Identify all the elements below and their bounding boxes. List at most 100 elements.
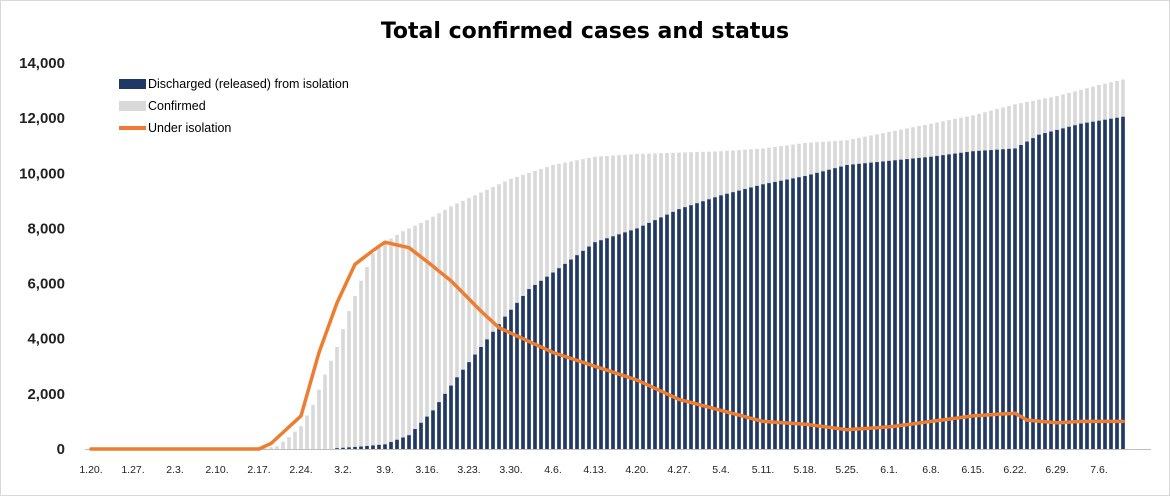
confirmed-bar bbox=[491, 187, 495, 450]
discharged-bar bbox=[575, 255, 579, 449]
confirmed-bar bbox=[341, 329, 345, 449]
discharged-bar bbox=[1109, 118, 1113, 449]
discharged-bar bbox=[653, 220, 657, 449]
legend-swatch-confirmed bbox=[119, 101, 146, 111]
legend-label-confirmed: Confirmed bbox=[148, 99, 206, 113]
x-tick-label: 3.9. bbox=[376, 464, 394, 476]
discharged-bar bbox=[365, 445, 369, 449]
x-tick-label: 6.8. bbox=[922, 464, 940, 476]
discharged-bar bbox=[821, 171, 825, 449]
discharged-bar bbox=[731, 192, 735, 449]
discharged-bar bbox=[707, 199, 711, 449]
discharged-bar bbox=[695, 203, 699, 449]
discharged-bar bbox=[455, 377, 459, 449]
confirmed-bar bbox=[419, 222, 423, 449]
discharged-bar bbox=[1055, 129, 1059, 450]
discharged-bar bbox=[719, 195, 723, 449]
discharged-bar bbox=[1025, 141, 1029, 450]
discharged-bar bbox=[431, 410, 435, 449]
discharged-bar bbox=[425, 416, 429, 449]
x-tick-label: 5.4. bbox=[712, 464, 730, 476]
confirmed-bar bbox=[317, 389, 321, 449]
x-tick-label: 3.30. bbox=[499, 464, 522, 476]
discharged-bar bbox=[845, 165, 849, 449]
discharged-bar bbox=[851, 164, 855, 449]
confirmed-bar bbox=[407, 228, 411, 449]
discharged-bar bbox=[923, 157, 927, 449]
confirmed-bar bbox=[383, 242, 387, 449]
discharged-bar bbox=[779, 180, 783, 449]
discharged-bar bbox=[1091, 121, 1095, 450]
y-tick-label: 14,000 bbox=[19, 55, 65, 72]
discharged-bar bbox=[767, 183, 771, 449]
x-tick-label: 6.15. bbox=[961, 464, 984, 476]
x-tick-label: 3.23. bbox=[457, 464, 480, 476]
y-tick-label: 10,000 bbox=[19, 165, 65, 182]
confirmed-bar bbox=[497, 184, 501, 450]
discharged-bar bbox=[341, 447, 345, 449]
discharged-bar bbox=[659, 217, 663, 449]
confirmed-bar bbox=[437, 213, 441, 449]
discharged-bar bbox=[491, 331, 495, 449]
discharged-bar bbox=[791, 178, 795, 449]
discharged-bar bbox=[539, 280, 543, 449]
discharged-bar bbox=[419, 422, 423, 449]
confirmed-bar bbox=[431, 216, 435, 449]
discharged-bar bbox=[935, 155, 939, 449]
x-tick-label: 2.17. bbox=[247, 464, 270, 476]
discharged-bar bbox=[353, 446, 357, 449]
chart-title: Total confirmed cases and status bbox=[380, 19, 790, 44]
confirmed-bar bbox=[365, 267, 369, 449]
discharged-bar bbox=[887, 160, 891, 449]
discharged-bar bbox=[599, 240, 603, 449]
confirmed-bar bbox=[275, 446, 279, 449]
discharged-bar bbox=[611, 236, 615, 449]
discharged-bar bbox=[629, 230, 633, 449]
legend-swatch-isolation bbox=[119, 126, 146, 130]
confirmed-bar bbox=[371, 253, 375, 449]
discharged-bar bbox=[623, 232, 627, 449]
discharged-bar bbox=[359, 446, 363, 449]
discharged-bar bbox=[413, 429, 417, 449]
confirmed-bar bbox=[473, 195, 477, 449]
confirmed-bar bbox=[329, 360, 333, 449]
x-tick-label: 3.16. bbox=[415, 464, 438, 476]
x-tick-label: 4.20. bbox=[625, 464, 648, 476]
confirmed-bar bbox=[443, 209, 447, 449]
confirmed-bar bbox=[347, 311, 351, 449]
discharged-bar bbox=[1049, 131, 1053, 449]
discharged-bar bbox=[479, 346, 483, 449]
confirmed-bar bbox=[263, 448, 267, 449]
discharged-bar bbox=[869, 162, 873, 450]
discharged-bar bbox=[947, 154, 951, 450]
confirmed-bar bbox=[353, 295, 357, 449]
discharged-bar bbox=[1001, 149, 1005, 449]
discharged-bar bbox=[449, 385, 453, 449]
discharged-bar bbox=[785, 179, 789, 449]
discharged-bar bbox=[533, 284, 537, 449]
legend-label-discharged: Discharged (released) from isolation bbox=[148, 77, 349, 91]
discharged-bar bbox=[617, 234, 621, 449]
confirmed-bar bbox=[461, 200, 465, 449]
discharged-bar bbox=[857, 163, 861, 450]
discharged-bar bbox=[701, 201, 705, 449]
discharged-bar bbox=[989, 150, 993, 449]
discharged-bar bbox=[503, 316, 507, 449]
discharged-bar bbox=[833, 168, 837, 449]
discharged-bar bbox=[401, 437, 405, 449]
discharged-bar bbox=[1043, 133, 1047, 449]
discharged-bar bbox=[773, 181, 777, 449]
discharged-bar bbox=[647, 222, 651, 449]
legend-swatch-discharged bbox=[119, 79, 146, 89]
x-tick-label: 5.11. bbox=[752, 464, 775, 476]
discharged-bar bbox=[443, 393, 447, 449]
discharged-bar bbox=[827, 169, 831, 449]
confirmed-bar bbox=[503, 181, 507, 450]
x-tick-label: 4.27. bbox=[667, 464, 690, 476]
y-tick-label: 12,000 bbox=[19, 110, 65, 127]
discharged-bar bbox=[1019, 145, 1023, 449]
discharged-bar bbox=[713, 197, 717, 449]
confirmed-bar bbox=[455, 203, 459, 449]
discharged-bar bbox=[1115, 117, 1119, 450]
discharged-bar bbox=[941, 155, 945, 449]
